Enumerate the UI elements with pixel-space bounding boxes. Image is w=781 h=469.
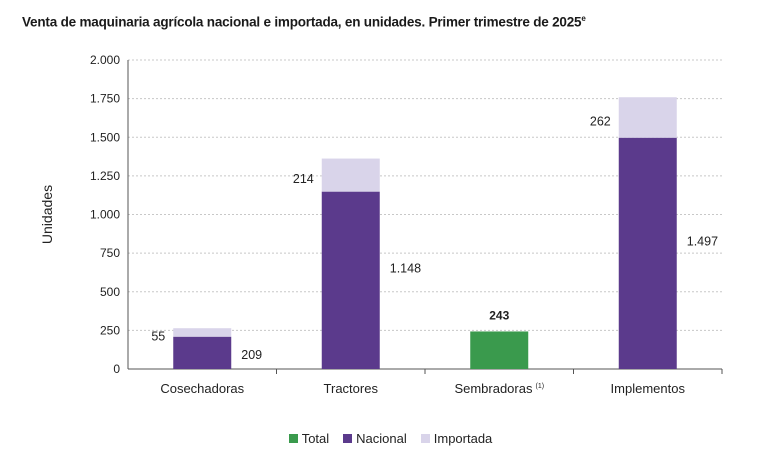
x-tick-label-implementos: Implementos [611, 381, 686, 396]
bar-nacional-cosechadoras [173, 336, 232, 369]
data-label-total: 243 [489, 308, 509, 322]
y-tick-label: 2.000 [90, 53, 120, 67]
legend-item-nacional: Nacional [343, 431, 407, 446]
legend-label-importada: Importada [433, 431, 493, 446]
bar-importada-tractores [321, 158, 380, 192]
legend-label-nacional: Nacional [356, 431, 407, 446]
bar-importada-implementos [618, 97, 677, 138]
x-tick-superscript: (1) [535, 383, 544, 390]
data-label-importada: 55 [151, 329, 165, 343]
y-tick-label: 1.000 [90, 208, 120, 222]
legend-label-total: Total [301, 431, 330, 446]
y-tick-label: 1.500 [90, 130, 120, 144]
y-tick-label: 1.250 [90, 169, 120, 183]
legend-swatch-nacional [343, 434, 353, 443]
chart-legend: Total Nacional Importada [0, 431, 781, 446]
legend-item-importada: Importada [420, 431, 493, 446]
y-tick-label: 1.750 [90, 92, 120, 106]
y-tick-label: 500 [100, 285, 120, 299]
chart-title: Venta de maquinaria agrícola nacional e … [22, 14, 586, 30]
y-tick-label: 250 [100, 323, 120, 337]
bar-nacional-implementos [618, 137, 677, 369]
x-tick-label-sembradoras: Sembradoras (1) [454, 381, 544, 396]
bar-total-sembradoras [470, 331, 529, 369]
legend-swatch-importada [420, 434, 430, 443]
data-label-nacional: 209 [241, 348, 262, 362]
legend-swatch-total [288, 434, 298, 443]
bar-nacional-tractores [321, 191, 380, 369]
x-tick-label-cosechadoras: Cosechadoras [160, 381, 244, 396]
data-label-importada: 262 [590, 114, 611, 128]
data-label-importada: 214 [293, 172, 314, 186]
data-label-nacional: 1.148 [390, 261, 421, 275]
legend-item-total: Total [288, 431, 330, 446]
y-tick-label: 0 [113, 362, 120, 376]
y-axis-label: Unidades [39, 185, 55, 244]
x-tick-label-tractores: Tractores [324, 381, 379, 396]
data-label-nacional: 1.497 [687, 234, 718, 248]
bar-importada-cosechadoras [173, 328, 232, 337]
y-tick-label: 750 [100, 246, 120, 260]
